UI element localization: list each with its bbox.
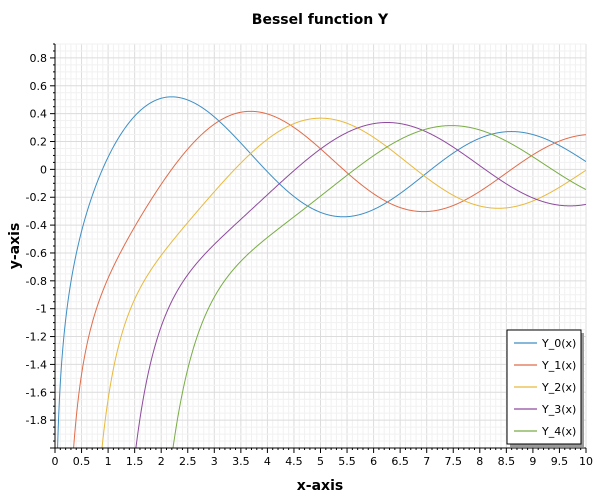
x-tick-label: 3 <box>211 455 218 468</box>
legend: Y_0(x) Y_1(x) Y_2(x) Y_3(x) Y_4(x) <box>506 329 584 447</box>
x-tick-label: 1.5 <box>126 455 144 468</box>
legend-label: Y_4(x) <box>541 425 576 438</box>
x-tick-label: 4 <box>264 455 271 468</box>
y-tick-label: 0.4 <box>30 108 48 121</box>
grid <box>54 43 587 449</box>
x-tick-label: 2 <box>158 455 165 468</box>
legend-label: Y_0(x) <box>541 337 576 350</box>
x-tick-label: 6.5 <box>391 455 409 468</box>
x-tick-label: 7.5 <box>445 455 463 468</box>
x-tick-label: 9.5 <box>551 455 569 468</box>
y-ticks: 0.8 0.6 0.4 0.2 0 -0.2 -0.4 -0.6 -0.8 -1 -1.2 -1.4 -… <box>26 43 55 449</box>
x-ticks: 0 0.5 1 1.5 2 2.5 3 3.5 4 4.5 5 5.5 6 6.5 7 7.5 8 8.5 9 9.5… <box>52 448 593 468</box>
x-tick-label: 0 <box>52 455 59 468</box>
y-tick-label: -1.8 <box>26 414 47 427</box>
legend-label: Y_1(x) <box>541 359 576 372</box>
x-tick-label: 2.5 <box>179 455 197 468</box>
x-axis-title: x-axis <box>297 478 343 494</box>
y-tick-label: -0.8 <box>26 275 47 288</box>
curves <box>57 96 586 448</box>
y-tick-label: 0.6 <box>30 80 48 93</box>
x-tick-label: 1 <box>105 455 112 468</box>
x-tick-label: 5.5 <box>338 455 356 468</box>
y-tick-label: -1 <box>36 303 47 316</box>
y-tick-label: -0.4 <box>26 219 47 232</box>
y-tick-label: 0 <box>40 163 47 176</box>
y-tick-label: -1.6 <box>26 386 47 399</box>
y-tick-label: -0.2 <box>26 191 47 204</box>
x-tick-label: 10 <box>579 455 593 468</box>
x-tick-label: 9 <box>529 455 536 468</box>
y-tick-label: 0.2 <box>30 136 48 149</box>
y-tick-label: -1.2 <box>26 331 47 344</box>
series-line-Y_3(x) <box>135 121 586 448</box>
legend-label: Y_2(x) <box>541 381 576 394</box>
x-tick-label: 0.5 <box>73 455 91 468</box>
x-tick-label: 7 <box>423 455 430 468</box>
y-tick-label: 0.8 <box>30 52 48 65</box>
y-axis-title: y-axis <box>7 223 23 270</box>
x-tick-label: 5 <box>317 455 324 468</box>
x-tick-label: 8.5 <box>498 455 516 468</box>
y-tick-label: -0.6 <box>26 247 47 260</box>
x-tick-label: 6 <box>370 455 377 468</box>
series-line-Y_2(x) <box>101 117 586 448</box>
x-tick-label: 8 <box>476 455 483 468</box>
x-tick-label: 4.5 <box>285 455 303 468</box>
y-tick-label: -1.4 <box>26 358 47 371</box>
series-line-Y_4(x) <box>172 125 586 448</box>
chart-title: Bessel function Y <box>252 12 389 28</box>
legend-label: Y_3(x) <box>541 403 576 416</box>
series-line-Y_0(x) <box>57 96 586 448</box>
x-tick-label: 3.5 <box>232 455 250 468</box>
